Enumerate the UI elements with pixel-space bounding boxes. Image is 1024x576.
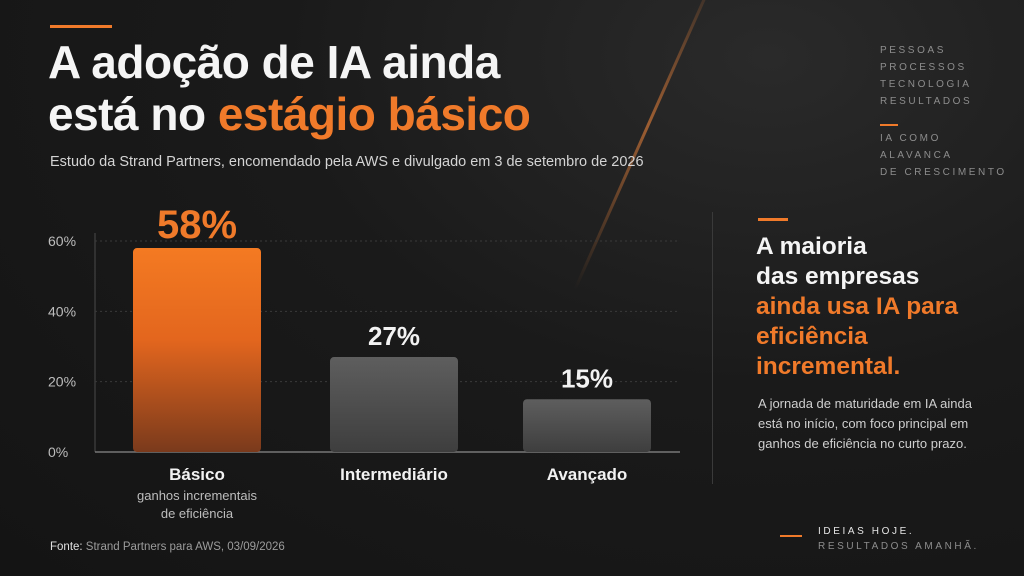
bar-chart: 0% 20% 40% 60% 58% Básico ganhos incrementais d… — [48, 203, 680, 521]
nav-item-processos[interactable]: PROCESSOS — [880, 62, 967, 73]
source-text: Strand Partners para AWS, 03/09/2026 — [82, 541, 285, 553]
source-label: Fonte: — [50, 541, 83, 553]
nav-section-line-2: ALAVANCA — [880, 150, 953, 161]
y-tick-label: 20% — [48, 374, 76, 390]
x-category-label: Básico — [169, 465, 225, 484]
x-category-label: Intermediário — [340, 465, 448, 484]
bar-intermediário — [330, 357, 458, 452]
bar-value-label: 58% — [157, 203, 237, 247]
vertical-divider — [712, 212, 713, 484]
x-category-sublabel: de eficiência — [161, 506, 234, 521]
headline-line-5: incremental. — [756, 353, 901, 380]
x-category-sublabel: ganhos incrementais — [137, 488, 257, 503]
nav-section-accent — [880, 124, 898, 126]
headline-line-1: A maioria — [756, 233, 867, 260]
title-accent-line — [50, 25, 112, 28]
side-navigation: PESSOAS PROCESSOS TECNOLOGIA RESULTADOS … — [880, 42, 1007, 181]
key-message-body: A jornada de maturidade em IA ainda está… — [758, 396, 972, 451]
headline-line-2: das empresas — [756, 263, 920, 290]
key-message-headline: A maioria das empresas ainda usa IA para… — [756, 232, 958, 382]
bar-value-label: 27% — [368, 321, 420, 351]
bar-básico — [133, 248, 261, 452]
page-subtitle: Estudo da Strand Partners, encomendado p… — [50, 154, 644, 170]
tagline: IDEIAS HOJE. RESULTADOS AMANHÃ. — [818, 524, 979, 554]
headline-line-4: eficiência — [756, 323, 868, 350]
x-category-label: Avançado — [547, 465, 628, 484]
y-tick-label: 0% — [48, 444, 68, 460]
nav-item-pessoas[interactable]: PESSOAS — [880, 45, 946, 56]
headline-accent-line — [758, 218, 788, 221]
nav-item-tecnologia[interactable]: TECNOLOGIA — [880, 79, 972, 90]
source-note: Fonte: Strand Partners para AWS, 03/09/2… — [50, 541, 285, 553]
bar-avançado — [523, 399, 651, 452]
tagline-accent-line — [780, 535, 802, 537]
tagline-line-2: RESULTADOS AMANHÃ. — [818, 541, 979, 552]
bar-value-label: 15% — [561, 363, 613, 393]
nav-section-line-3: DE CRESCIMENTO — [880, 167, 1007, 178]
title-line-2: está no — [48, 88, 218, 140]
page-title: A adoção de IA ainda está no estágio bás… — [48, 36, 531, 140]
nav-item-resultados[interactable]: RESULTADOS — [880, 96, 973, 107]
y-tick-label: 40% — [48, 303, 76, 319]
y-tick-label: 60% — [48, 233, 76, 249]
nav-section-line-1: IA COMO — [880, 133, 941, 144]
title-highlight: estágio básico — [217, 88, 531, 140]
headline-line-3: ainda usa IA para — [756, 293, 958, 320]
tagline-line-1: IDEIAS HOJE. — [818, 526, 915, 537]
title-line-1: A adoção de IA ainda — [48, 36, 500, 88]
